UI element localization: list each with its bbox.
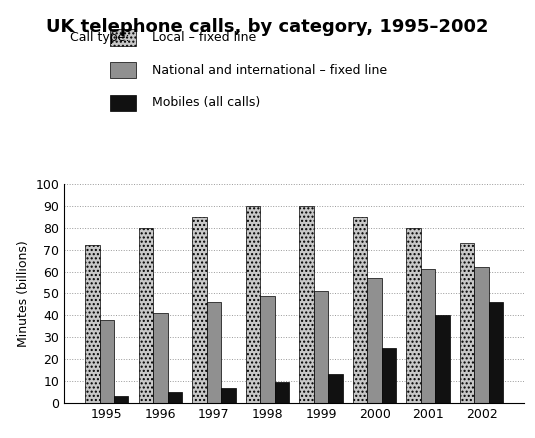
Bar xyxy=(167,392,182,403)
Text: Local – fixed line: Local – fixed line xyxy=(152,31,257,44)
Bar xyxy=(260,296,274,403)
Bar xyxy=(207,302,221,403)
Bar xyxy=(328,374,343,403)
Bar xyxy=(435,315,450,403)
Bar xyxy=(382,348,396,403)
Bar xyxy=(353,217,368,403)
Bar xyxy=(314,291,328,403)
Bar xyxy=(153,313,167,403)
Bar xyxy=(114,396,128,403)
Bar xyxy=(192,217,207,403)
Bar xyxy=(300,206,314,403)
Bar xyxy=(407,228,421,403)
Bar xyxy=(421,269,435,403)
Bar xyxy=(246,206,260,403)
Bar xyxy=(368,278,382,403)
Bar xyxy=(274,382,289,403)
Y-axis label: Minutes (billions): Minutes (billions) xyxy=(17,240,30,347)
Bar xyxy=(100,320,114,403)
Bar xyxy=(85,245,100,403)
Text: Mobiles (all calls): Mobiles (all calls) xyxy=(152,96,261,110)
Bar xyxy=(475,267,489,403)
Text: UK telephone calls, by category, 1995–2002: UK telephone calls, by category, 1995–20… xyxy=(46,18,489,35)
Bar xyxy=(139,228,153,403)
Bar xyxy=(460,243,475,403)
Text: National and international – fixed line: National and international – fixed line xyxy=(152,64,387,77)
Text: Call type:: Call type: xyxy=(70,31,129,44)
Bar xyxy=(221,388,235,403)
Bar xyxy=(489,302,503,403)
